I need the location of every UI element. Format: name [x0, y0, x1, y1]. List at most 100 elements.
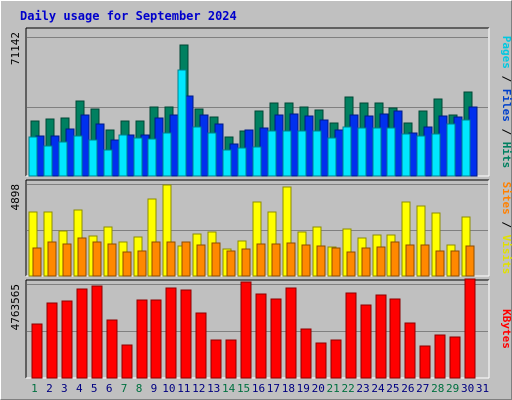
- x-tick-label-day-24: 24: [371, 382, 385, 395]
- bar-kbytes-day-23: [360, 304, 372, 379]
- legend-hits: Hits: [500, 142, 512, 169]
- bar-pages-day-1: [28, 136, 38, 177]
- bar-sites-day-6: [107, 243, 117, 277]
- x-tick-label-day-14: 14: [222, 382, 236, 395]
- x-tick-label-day-20: 20: [312, 382, 325, 395]
- bar-pages-day-22: [342, 126, 352, 177]
- x-tick-label-day-26: 26: [401, 382, 414, 395]
- x-tick-label-day-28: 28: [431, 382, 444, 395]
- bar-kbytes-day-19: [300, 328, 312, 379]
- legend-separator: /: [500, 69, 512, 89]
- x-tick-label-day-9: 9: [151, 382, 158, 395]
- bar-kbytes-day-16: [255, 293, 267, 379]
- bar-kbytes-day-25: [389, 298, 401, 379]
- bar-pages-day-3: [58, 141, 68, 177]
- bar-kbytes-day-2: [46, 302, 58, 379]
- bar-kbytes-day-26: [404, 322, 416, 379]
- bar-sites-day-26: [405, 244, 415, 277]
- bar-pages-day-25: [386, 127, 396, 177]
- bar-pages-day-18: [282, 130, 292, 177]
- bar-kbytes-day-29: [449, 336, 461, 379]
- bar-sites-day-20: [316, 245, 326, 277]
- x-tick-label-day-7: 7: [121, 382, 128, 395]
- bar-kbytes-day-27: [419, 345, 431, 379]
- x-tick-label-day-17: 17: [267, 382, 280, 395]
- bar-sites-day-11: [181, 241, 191, 277]
- bar-sites-day-18: [286, 242, 296, 277]
- bar-pages-day-2: [43, 145, 53, 177]
- x-tick-label-day-27: 27: [416, 382, 429, 395]
- bar-pages-day-14: [222, 149, 232, 177]
- bar-sites-day-1: [32, 247, 42, 277]
- bar-kbytes-day-28: [434, 334, 446, 379]
- bar-kbytes-day-11: [180, 289, 192, 379]
- x-tick-label-day-10: 10: [162, 382, 175, 395]
- bar-pages-day-16: [252, 146, 262, 177]
- bar-sites-day-23: [361, 247, 371, 277]
- panel-top-legend: Pages / Files / Hits: [500, 36, 512, 169]
- bar-pages-day-28: [431, 133, 441, 177]
- bar-sites-day-19: [301, 244, 311, 277]
- x-tick-label-day-19: 19: [297, 382, 310, 395]
- x-tick-label-day-1: 1: [31, 382, 38, 395]
- bar-kbytes-day-21: [330, 339, 342, 379]
- x-tick-label-day-22: 22: [341, 382, 354, 395]
- bar-kbytes-day-20: [315, 342, 327, 379]
- bar-sites-day-24: [376, 246, 386, 277]
- bar-pages-day-6: [103, 149, 113, 177]
- panel-top-y-max-label: 71142: [9, 32, 22, 65]
- bar-sites-day-3: [62, 243, 72, 277]
- bar-pages-day-23: [357, 127, 367, 177]
- x-tick-label-day-12: 12: [192, 382, 205, 395]
- bar-sites-day-5: [92, 241, 102, 277]
- bar-pages-day-11: [177, 69, 187, 177]
- panel-bottom-y-max-label: 4763565: [9, 284, 22, 330]
- bar-sites-day-13: [211, 242, 221, 277]
- x-tick-label-day-31: 31: [476, 382, 489, 395]
- legend-pages: Pages: [500, 36, 512, 69]
- bar-pages-day-30: [461, 119, 471, 177]
- bar-sites-day-7: [122, 251, 132, 277]
- bar-pages-day-12: [192, 126, 202, 177]
- bar-sites-day-12: [196, 244, 206, 277]
- x-tick-label-day-5: 5: [91, 382, 98, 395]
- bar-kbytes-day-6: [106, 319, 118, 379]
- legend-sites: Sites: [500, 182, 512, 215]
- x-tick-label-day-30: 30: [461, 382, 474, 395]
- panel-middle-legend: Sites / Visits: [500, 182, 512, 275]
- bar-kbytes-day-14: [225, 339, 237, 379]
- bar-kbytes-day-13: [210, 339, 222, 379]
- bar-pages-day-13: [207, 132, 217, 177]
- x-tick-label-day-4: 4: [76, 382, 83, 395]
- bar-kbytes-day-12: [195, 312, 207, 379]
- x-tick-label-day-8: 8: [136, 382, 143, 395]
- x-tick-label-day-2: 2: [46, 382, 53, 395]
- legend-kbytes: KBytes: [500, 309, 512, 349]
- bar-kbytes-day-17: [270, 298, 282, 379]
- x-tick-label-day-13: 13: [207, 382, 220, 395]
- bar-pages-day-5: [88, 139, 98, 177]
- bar-sites-day-22: [346, 251, 356, 277]
- bar-kbytes-day-4: [76, 288, 88, 379]
- bar-sites-day-30: [465, 245, 475, 277]
- bar-kbytes-day-5: [91, 285, 103, 379]
- bar-kbytes-day-22: [345, 292, 357, 379]
- panel-bottom-legend: KBytes: [500, 309, 512, 349]
- bar-sites-day-2: [47, 241, 57, 277]
- bar-kbytes-day-7: [121, 344, 133, 379]
- panel-middle-y-max-label: 4898: [9, 184, 22, 211]
- bar-kbytes-day-10: [165, 287, 177, 379]
- bar-pages-day-9: [147, 138, 157, 177]
- bar-pages-day-15: [237, 147, 247, 177]
- bar-kbytes-day-24: [375, 294, 387, 379]
- bar-kbytes-day-18: [285, 287, 297, 379]
- bar-pages-day-17: [267, 130, 277, 177]
- bar-sites-day-10: [166, 241, 176, 277]
- x-tick-label-day-15: 15: [237, 382, 250, 395]
- bar-sites-day-21: [331, 247, 341, 277]
- legend-separator: /: [500, 122, 512, 142]
- x-tick-label-day-18: 18: [282, 382, 295, 395]
- bar-sites-day-14: [226, 250, 236, 277]
- bar-kbytes-day-8: [136, 299, 148, 379]
- bar-sites-day-8: [137, 250, 147, 277]
